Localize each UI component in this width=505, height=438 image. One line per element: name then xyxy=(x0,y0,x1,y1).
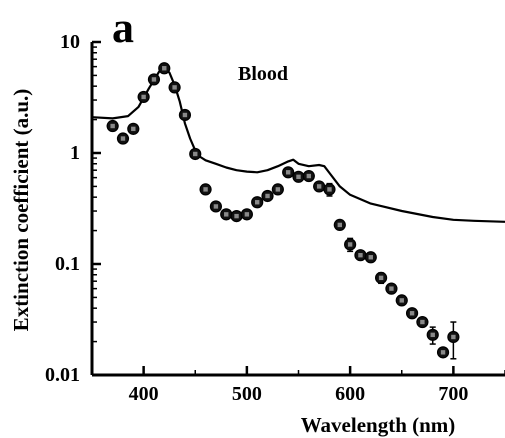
data-point-marker xyxy=(337,222,342,228)
data-point-marker xyxy=(172,85,177,90)
y-tick-label: 1 xyxy=(70,142,80,164)
data-point-marker xyxy=(358,253,363,258)
data-point-marker xyxy=(162,66,167,71)
data-point-marker xyxy=(285,170,291,175)
data-point-marker xyxy=(430,332,435,338)
x-tick-label: 700 xyxy=(438,383,468,405)
x-axis-label: Wavelength (nm) xyxy=(301,413,456,437)
data-point-marker xyxy=(151,77,157,82)
simulation-curve xyxy=(91,66,505,223)
data-point-marker xyxy=(347,242,353,247)
data-point-marker xyxy=(440,350,446,355)
data-point-marker xyxy=(193,151,198,157)
data-point-marker xyxy=(265,193,270,199)
data-point-marker xyxy=(141,94,146,100)
plot-area xyxy=(91,62,505,360)
data-point-marker xyxy=(316,184,322,189)
data-point-marker xyxy=(275,187,281,192)
data-point-marker xyxy=(399,298,404,303)
data-point-marker xyxy=(255,200,260,205)
data-point-marker xyxy=(306,173,312,179)
data-point-marker xyxy=(120,136,126,141)
x-tick-label: 600 xyxy=(335,383,365,405)
y-tick-label: 10 xyxy=(60,31,80,53)
data-point-marker xyxy=(224,212,229,217)
data-point-marker xyxy=(234,213,239,219)
data-point-marker xyxy=(110,123,115,129)
data-point-marker xyxy=(182,112,188,118)
data-point-marker xyxy=(378,275,384,281)
x-tick-label: 500 xyxy=(232,383,262,405)
data-point-marker xyxy=(451,334,456,340)
data-point-marker xyxy=(409,311,415,316)
data-point-marker xyxy=(327,187,332,192)
data-point-marker xyxy=(420,319,425,325)
chart-title: Blood xyxy=(238,63,288,85)
data-point-marker xyxy=(389,286,394,291)
data-point-marker xyxy=(296,174,301,180)
panel-label: a xyxy=(112,3,134,52)
data-point-marker xyxy=(203,187,208,192)
data-point-marker xyxy=(131,126,136,132)
y-tick-label: 0.01 xyxy=(45,364,80,386)
x-tick-label: 400 xyxy=(129,383,159,405)
y-axis-label: Extinction coefficient (a.u.) xyxy=(9,89,33,332)
data-point-marker xyxy=(368,255,373,260)
data-point-marker xyxy=(244,212,250,217)
y-tick-label: 0.1 xyxy=(55,253,80,275)
axes: 0.01 0.1 1 10 400 500 600 700 xyxy=(45,31,505,405)
data-point-marker xyxy=(213,204,219,209)
